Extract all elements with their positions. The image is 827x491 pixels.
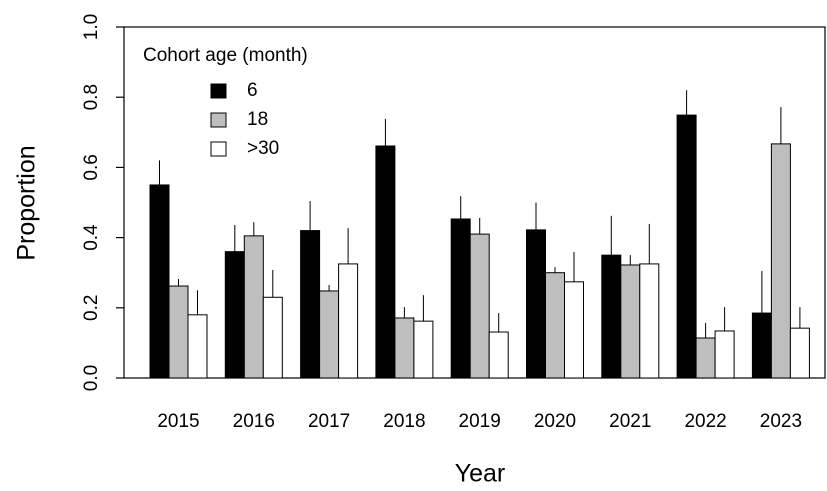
bar <box>338 263 359 379</box>
bar <box>319 290 340 379</box>
x-tick-label: 2018 <box>383 411 425 432</box>
x-axis-title: Year <box>455 460 506 488</box>
y-axis-title: Proportion <box>13 145 41 260</box>
x-tick-label: 2017 <box>308 411 350 432</box>
x-tick-label: 2022 <box>684 411 726 432</box>
bar <box>620 264 641 379</box>
y-tick-label: 0.0 <box>81 365 102 391</box>
legend-swatch <box>210 141 227 157</box>
x-tick-label: 2021 <box>609 411 651 432</box>
bar <box>300 230 321 379</box>
bar <box>243 235 264 379</box>
x-tick-label: 2016 <box>233 411 275 432</box>
legend-swatch <box>210 83 227 99</box>
y-tick-label: 1.0 <box>81 14 102 40</box>
bar <box>564 281 584 379</box>
bar <box>789 327 810 379</box>
bar <box>187 314 208 379</box>
bar <box>394 317 415 379</box>
x-tick-label: 2020 <box>534 411 576 432</box>
bar <box>224 251 245 379</box>
bar <box>469 233 490 379</box>
y-tick-label: 0.2 <box>81 295 102 321</box>
bar <box>450 218 471 379</box>
legend-label: >30 <box>247 138 279 159</box>
x-tick-label: 2015 <box>157 411 199 432</box>
bar <box>639 263 660 379</box>
legend-swatch <box>210 112 227 128</box>
bar <box>375 145 396 379</box>
bar <box>695 337 716 379</box>
legend-title: Cohort age (month) <box>143 45 308 66</box>
bar <box>526 229 546 379</box>
y-tick-label: 0.8 <box>81 84 102 110</box>
x-tick-label: 2023 <box>760 411 802 432</box>
bar <box>714 330 735 379</box>
x-tick-label: 2019 <box>459 411 501 432</box>
legend-label: 6 <box>247 80 258 101</box>
bar <box>262 296 283 379</box>
bar <box>601 254 622 379</box>
bar <box>413 320 434 379</box>
y-tick-label: 0.4 <box>81 224 102 251</box>
bar <box>751 312 772 379</box>
bar <box>149 184 170 379</box>
legend-label: 18 <box>247 109 268 130</box>
bar <box>545 272 565 379</box>
bar <box>676 114 697 379</box>
bar <box>770 143 791 379</box>
bar <box>488 331 509 379</box>
y-tick-label: 0.6 <box>81 154 102 180</box>
bar <box>168 285 189 379</box>
